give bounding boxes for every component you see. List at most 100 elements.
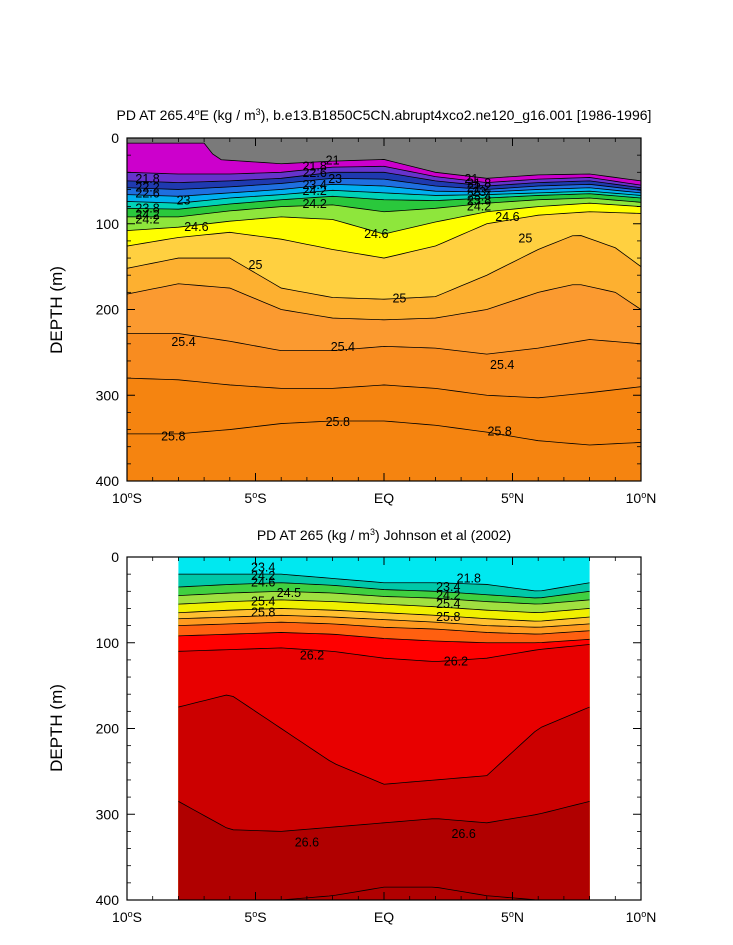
contour-label: 26.2 — [300, 649, 324, 663]
contour-label: 22.2 — [135, 181, 159, 195]
contour-label: 25.4 — [331, 340, 355, 354]
contour-label: 25.4 — [436, 597, 460, 611]
contour-label: 22.6 — [302, 166, 326, 180]
contour-label: 22.2 — [467, 181, 491, 195]
contour-label: 23.4 — [251, 560, 275, 574]
contour-line-25 — [178, 599, 590, 613]
contour-line-21 — [127, 142, 641, 182]
contour-label: 25.8 — [161, 429, 185, 443]
x-tick-label: EQ — [374, 490, 394, 506]
contour-label: 21 — [464, 172, 478, 186]
contour-label: 24.2 — [467, 200, 491, 214]
contour-label: 23.8 — [467, 194, 491, 208]
contour-line-26.4 — [178, 694, 590, 785]
contour-label: 24.6 — [184, 220, 208, 234]
model-density-panel: PD AT 265.4oE (kg / m3), b.e13.B1850C5CN… — [47, 107, 656, 506]
y-tick-label: 200 — [96, 302, 120, 318]
contour-line-25 — [127, 235, 641, 300]
contour-field: 23.424.224.624.525.425.821.823.424.225.4… — [178, 557, 590, 900]
contour-label: 25 — [518, 231, 532, 245]
x-tick-label: 5oS — [244, 909, 266, 925]
contour-label: 24.2 — [302, 184, 326, 198]
y-tick-label: 0 — [111, 549, 119, 565]
contour-line-23.4 — [178, 573, 590, 592]
contour-line-22.2 — [127, 171, 641, 189]
contour-line-25.6 — [127, 377, 641, 399]
contour-label: 23.4 — [436, 580, 460, 594]
contour-label: 24.6 — [364, 227, 388, 241]
contour-line-26.6 — [178, 800, 590, 832]
contour-line-25.8 — [127, 420, 641, 446]
contour-label: 24.2 — [251, 569, 275, 583]
contour-line-25.6 — [178, 614, 590, 628]
panel2-y-axis-label: DEPTH (m) — [47, 684, 66, 772]
contour-label: 24.2 — [302, 197, 326, 211]
contour-label: 25.8 — [436, 610, 460, 624]
contour-line-24.2 — [127, 197, 641, 218]
contour-line-25.2 — [127, 283, 641, 321]
contour-label: 21.8 — [457, 571, 481, 585]
contour-label: 25.4 — [171, 335, 195, 349]
contour-line-24.2 — [178, 582, 590, 599]
contour-label: 25.8 — [251, 606, 275, 620]
x-tick-label: 5oN — [501, 490, 524, 506]
x-tick-label: 5oN — [501, 909, 524, 925]
contour-label: 25 — [249, 258, 263, 272]
x-tick-label: 10oS — [112, 490, 142, 506]
contour-label: 24.5 — [277, 586, 301, 600]
contour-label: 24.2 — [436, 589, 460, 603]
contour-line-23 — [127, 183, 641, 197]
contour-label: 23 — [472, 185, 486, 199]
y-tick-label: 200 — [96, 721, 120, 737]
y-tick-label: 0 — [111, 130, 119, 146]
contour-label: 24.2 — [135, 208, 159, 222]
y-tick-label: 100 — [96, 216, 120, 232]
contour-line-25.4 — [178, 608, 590, 622]
contour-line-26.8 — [178, 886, 590, 900]
contour-label: 26.6 — [295, 836, 319, 850]
contour-label: 25.4 — [251, 595, 275, 609]
contour-label: 26.6 — [451, 827, 475, 841]
y-tick-label: 100 — [96, 635, 120, 651]
contour-line-26.2 — [178, 644, 590, 662]
contour-label: 25.4 — [490, 358, 514, 372]
x-tick-label: 5oS — [244, 490, 266, 506]
y-tick-label: 300 — [96, 387, 120, 403]
contour-label: 24.6 — [495, 210, 519, 224]
contour-label: 25.8 — [487, 424, 511, 438]
contour-label: 25 — [392, 291, 406, 305]
density-band-26.6 — [178, 801, 590, 900]
contour-line-24.6 — [178, 590, 590, 605]
contour-label: 23 — [328, 172, 342, 186]
density-band-25.8 — [127, 420, 641, 481]
contour-label: 23.8 — [135, 201, 159, 215]
y-tick-label: 400 — [96, 892, 120, 908]
contour-label: 23.4 — [302, 178, 326, 192]
x-tick-label: 10oS — [112, 909, 142, 925]
contour-line-24.6 — [127, 202, 641, 235]
contour-line-23.4 — [127, 189, 641, 204]
observed-density-panel: PD AT 265 (kg / m3) Johnson et al (2002)… — [47, 527, 656, 925]
contour-label: 24.6 — [251, 576, 275, 590]
contour-label: 21 — [326, 153, 340, 167]
contour-line-22.6 — [127, 177, 641, 191]
contour-label: 23 — [177, 194, 191, 208]
y-tick-label: 300 — [96, 806, 120, 822]
contour-line-21.8 — [127, 165, 641, 186]
contour-label: 23.4 — [467, 189, 491, 203]
x-tick-label: 10oN — [626, 490, 657, 506]
y-tick-label: 400 — [96, 473, 120, 489]
contour-label: 22.6 — [135, 187, 159, 201]
contour-label: 21.8 — [302, 159, 326, 173]
panel1-title: PD AT 265.4oE (kg / m3), b.e13.B1850C5CN… — [117, 107, 652, 123]
contour-label: 24.2 — [135, 212, 159, 226]
contour-line-24.8 — [127, 211, 641, 259]
panel2-plot-area: 23.424.224.624.525.425.821.823.424.225.4… — [96, 549, 657, 925]
contour-line-25.4 — [127, 333, 641, 355]
x-tick-label: EQ — [374, 909, 394, 925]
x-tick-label: 10oN — [626, 909, 657, 925]
contour-label: 26.2 — [444, 655, 468, 669]
